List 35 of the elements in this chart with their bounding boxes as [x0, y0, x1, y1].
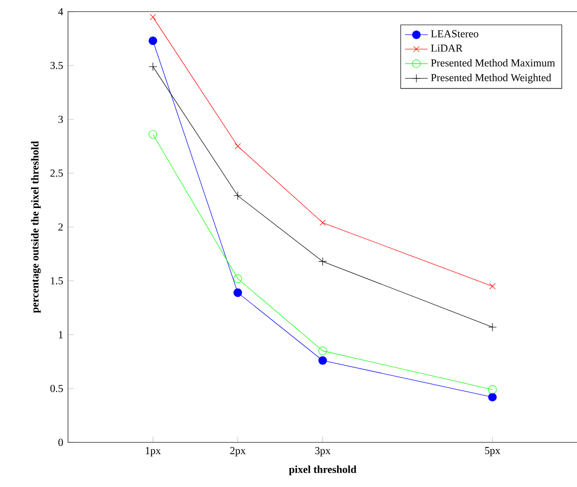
point [320, 220, 326, 226]
y-tick-label: 2.5 [50, 170, 63, 177]
point [150, 14, 156, 20]
point [488, 322, 497, 332]
point [318, 356, 327, 365]
y-tick-label: 3 [58, 116, 63, 123]
y-tick-label: 1.5 [50, 277, 63, 284]
point [148, 36, 158, 46]
x-tick-label: 2px [230, 447, 246, 456]
y-tick-label: 2 [58, 223, 63, 231]
point [234, 288, 242, 297]
point [234, 143, 241, 150]
legend-label: LEAStereo [431, 30, 478, 38]
point [318, 257, 327, 266]
point [489, 283, 496, 290]
x-axis-title: pixel threshold [288, 466, 356, 476]
point [148, 62, 158, 71]
y-axis-title: percentage outside the pixel threshold [31, 141, 41, 313]
x-tick-label: 5px [485, 447, 500, 456]
point [148, 130, 158, 139]
legend-label: Presented Method Maximum [431, 58, 555, 66]
point [234, 192, 242, 200]
legend-label: LiDAR [431, 44, 463, 52]
y-tick-label: 0.5 [50, 384, 63, 392]
point [488, 385, 497, 394]
point [234, 274, 242, 283]
y-tick-label: 1 [58, 331, 63, 338]
y-tick-label: 3.5 [50, 62, 63, 70]
y-tick-label: 4 [58, 8, 64, 16]
point [488, 392, 497, 402]
x-tick-label: 1px [146, 447, 161, 456]
x-tick-label: 3px [315, 447, 331, 456]
y-tick-label: 0 [58, 438, 63, 446]
legend-label: Presented Method Weighted [431, 74, 552, 84]
point [318, 346, 327, 356]
